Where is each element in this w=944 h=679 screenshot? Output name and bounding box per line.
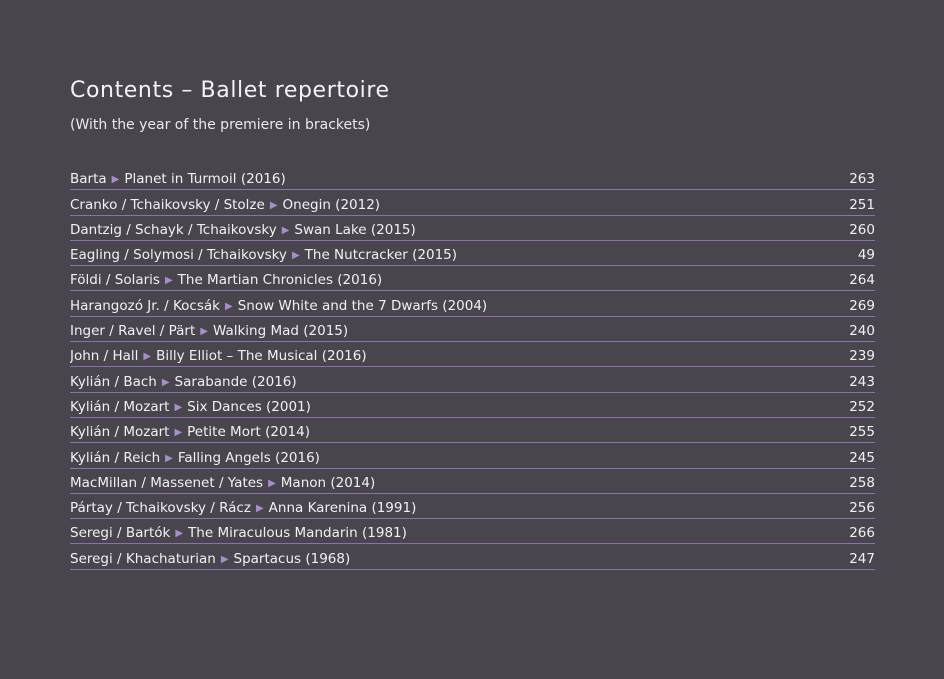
play-arrow-icon: ▶: [143, 351, 152, 363]
toc-page-number[interactable]: 252: [849, 398, 875, 415]
toc-creators: Dantzig / Schayk / Tchaikovsky: [70, 221, 277, 238]
play-arrow-icon: ▶: [161, 376, 170, 388]
toc-page-number[interactable]: 255: [849, 424, 875, 441]
toc-page-number[interactable]: 256: [849, 500, 875, 517]
toc-work-title: The Miraculous Mandarin (1981): [188, 525, 407, 542]
play-arrow-icon: ▶: [200, 326, 208, 338]
toc-entry-text: MacMillan / Massenet / Yates ▶ Manon (2014…: [70, 475, 845, 491]
toc-entry-text: Inger / Ravel / Pärt ▶ Walking Mad (2015): [70, 323, 845, 339]
toc-work-title: Billy Elliot – The Musical (2016): [156, 348, 367, 365]
toc-entry-text: Földi / Solaris ▶ The Martian Chronicles (…: [70, 272, 845, 288]
play-arrow-icon: ▶: [281, 224, 290, 236]
toc-page-number[interactable]: 243: [849, 373, 875, 390]
toc-page-number[interactable]: 260: [849, 221, 875, 238]
toc-entry[interactable]: Kylián / Bach ▶ Sarabande (2016) 243: [70, 367, 875, 393]
play-arrow-icon: ▶: [291, 250, 300, 262]
toc-entry[interactable]: MacMillan / Massenet / Yates ▶ Manon (2014…: [70, 469, 875, 494]
toc-entry-text: Eagling / Solymosi / Tchaikovsky ▶ The Nut…: [70, 247, 845, 263]
toc-work-title: Swan Lake (2015): [294, 221, 416, 238]
toc-entry-text: Kylián / Mozart ▶ Petite Mort (2014): [70, 424, 845, 440]
toc-creators: Inger / Ravel / Pärt: [70, 323, 196, 340]
table-of-contents: Barta ▶ Planet in Turmoil (2016) 263 Cranko …: [70, 165, 875, 570]
toc-page-number[interactable]: 240: [849, 323, 875, 340]
toc-creators: Kylián / Reich: [70, 449, 161, 466]
toc-work-title: Planet in Turmoil (2016): [124, 171, 286, 188]
play-arrow-icon: ▶: [174, 401, 183, 413]
toc-entry[interactable]: Eagling / Solymosi / Tchaikovsky ▶ The Nut…: [70, 241, 875, 267]
toc-page-number[interactable]: 245: [849, 449, 875, 466]
toc-entry[interactable]: Dantzig / Schayk / Tchaikovsky ▶ Swan Lake…: [70, 216, 875, 241]
toc-page-number[interactable]: 266: [849, 525, 875, 542]
toc-entry[interactable]: Inger / Ravel / Pärt ▶ Walking Mad (2015) 2…: [70, 317, 875, 343]
toc-page-number[interactable]: 258: [849, 474, 875, 491]
toc-entry-text: John / Hall ▶ Billy Elliot – The Musical (…: [70, 348, 845, 364]
toc-entry-text: Kylián / Mozart ▶ Six Dances (2001): [70, 399, 845, 415]
toc-creators: Eagling / Solymosi / Tchaikovsky: [70, 247, 287, 264]
toc-entry[interactable]: Harangozó Jr. / Kocsák ▶ Snow White and th…: [70, 291, 875, 317]
play-arrow-icon: ▶: [220, 553, 229, 565]
toc-entry-text: Seregi / Khachaturian ▶ Spartacus (1968): [70, 551, 845, 567]
toc-creators: Földi / Solaris: [70, 272, 160, 289]
toc-page-number[interactable]: 239: [849, 348, 875, 365]
toc-creators: Harangozó Jr. / Kocsák: [70, 297, 220, 314]
toc-page-number[interactable]: 264: [849, 272, 875, 289]
toc-work-title: Spartacus (1968): [233, 550, 351, 567]
toc-work-title: Walking Mad (2015): [212, 323, 349, 340]
toc-creators: Pártay / Tchaikovsky / Rácz: [70, 500, 251, 517]
toc-entry[interactable]: Kylián / Mozart ▶ Petite Mort (2014) 255: [70, 418, 875, 444]
toc-entry-text: Kylián / Bach ▶ Sarabande (2016): [70, 374, 845, 390]
play-arrow-icon: ▶: [255, 503, 264, 515]
toc-work-title: Anna Karenina (1991): [268, 500, 417, 517]
toc-entry[interactable]: John / Hall ▶ Billy Elliot – The Musical (…: [70, 342, 875, 368]
toc-work-title: Manon (2014): [280, 474, 376, 491]
toc-entry-text: Barta ▶ Planet in Turmoil (2016): [70, 171, 845, 187]
toc-work-title: Six Dances (2001): [187, 398, 311, 415]
toc-entry-text: Harangozó Jr. / Kocsák ▶ Snow White and th…: [70, 298, 845, 314]
toc-entry-text: Dantzig / Schayk / Tchaikovsky ▶ Swan Lake…: [70, 222, 845, 238]
toc-entry[interactable]: Barta ▶ Planet in Turmoil (2016) 263: [70, 165, 875, 191]
toc-creators: Kylián / Bach: [70, 373, 157, 390]
toc-page-number[interactable]: 269: [849, 297, 875, 314]
toc-entry[interactable]: Cranko / Tchaikovsky / Stolze ▶ Onegin (20…: [70, 190, 875, 216]
toc-page-number[interactable]: 251: [849, 196, 875, 213]
toc-entry[interactable]: Földi / Solaris ▶ The Martian Chronicles (…: [70, 266, 875, 292]
toc-entry-text: Seregi / Bartók ▶ The Miraculous Mandarin …: [70, 525, 845, 541]
toc-creators: John / Hall: [70, 348, 139, 365]
toc-work-title: Onegin (2012): [282, 196, 381, 213]
play-arrow-icon: ▶: [174, 427, 183, 439]
play-arrow-icon: ▶: [269, 199, 278, 211]
toc-creators: Seregi / Khachaturian: [70, 550, 216, 567]
play-arrow-icon: ▶: [111, 174, 120, 186]
toc-creators: Seregi / Bartók: [70, 525, 171, 542]
page-subtitle: (With the year of the premiere in bracke…: [70, 117, 371, 133]
toc-page-number[interactable]: 247: [849, 550, 875, 567]
toc-work-title: Falling Angels (2016): [177, 449, 320, 466]
page-title: Contents – Ballet repertoire: [70, 78, 390, 103]
toc-entry[interactable]: Pártay / Tchaikovsky / Rácz ▶ Anna Karenin…: [70, 494, 875, 520]
toc-work-title: The Martian Chronicles (2016): [177, 272, 383, 289]
toc-work-title: Petite Mort (2014): [187, 424, 310, 441]
toc-work-title: The Nutcracker (2015): [304, 247, 458, 264]
toc-creators: Barta: [70, 171, 107, 188]
play-arrow-icon: ▶: [224, 300, 233, 312]
toc-creators: Kylián / Mozart: [70, 424, 170, 441]
toc-creators: MacMillan / Massenet / Yates: [70, 474, 264, 491]
play-arrow-icon: ▶: [268, 477, 276, 489]
toc-creators: Cranko / Tchaikovsky / Stolze: [70, 196, 265, 213]
toc-entry[interactable]: Kylián / Mozart ▶ Six Dances (2001) 252: [70, 393, 875, 418]
toc-entry[interactable]: Kylián / Reich ▶ Falling Angels (2016) 245: [70, 443, 875, 469]
play-arrow-icon: ▶: [164, 275, 173, 287]
toc-creators: Kylián / Mozart: [70, 398, 170, 415]
toc-entry-text: Cranko / Tchaikovsky / Stolze ▶ Onegin (20…: [70, 197, 845, 213]
toc-page-number[interactable]: 49: [857, 247, 875, 264]
toc-entry[interactable]: Seregi / Khachaturian ▶ Spartacus (1968) 24…: [70, 544, 875, 570]
toc-entry-text: Kylián / Reich ▶ Falling Angels (2016): [70, 450, 845, 466]
toc-work-title: Snow White and the 7 Dwarfs (2004): [237, 297, 488, 314]
play-arrow-icon: ▶: [165, 452, 173, 464]
toc-entry[interactable]: Seregi / Bartók ▶ The Miraculous Mandarin …: [70, 519, 875, 545]
toc-entry-text: Pártay / Tchaikovsky / Rácz ▶ Anna Karenin…: [70, 500, 845, 516]
toc-work-title: Sarabande (2016): [174, 373, 297, 390]
play-arrow-icon: ▶: [175, 528, 184, 540]
toc-page-number[interactable]: 263: [849, 171, 875, 188]
